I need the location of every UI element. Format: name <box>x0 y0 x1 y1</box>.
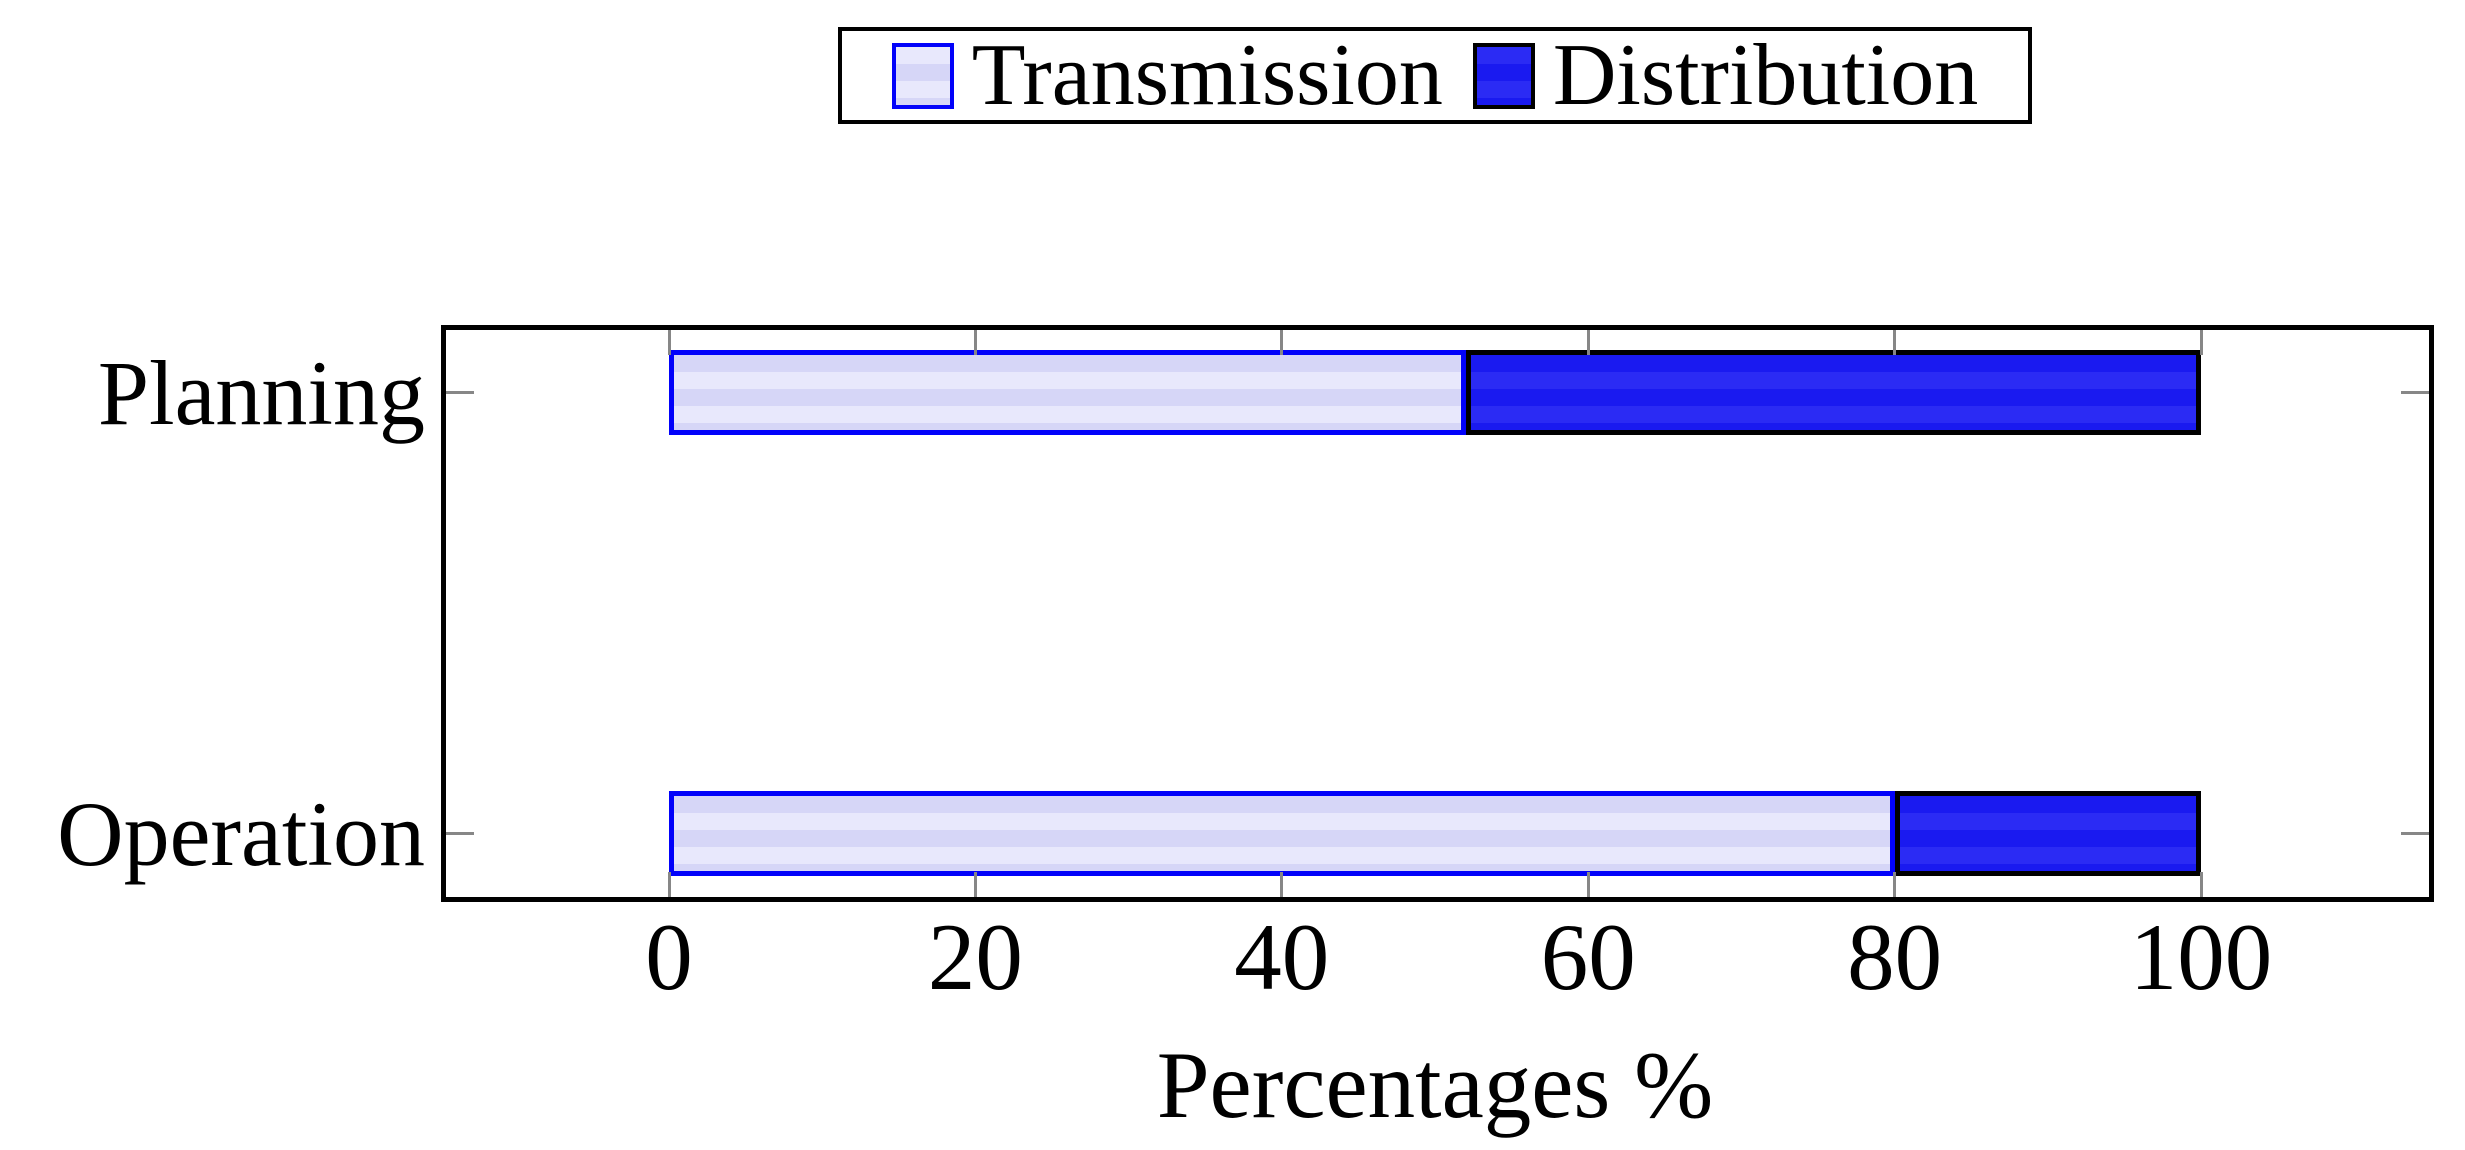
legend-label: Transmission <box>971 26 1443 124</box>
x-tick-bottom-40 <box>1280 872 1284 897</box>
bar-operation-distribution <box>1894 791 2201 876</box>
x-tick-top-60 <box>1586 330 1590 355</box>
transmission-swatch-icon <box>891 42 954 109</box>
x-tick-bottom-100 <box>2199 872 2203 897</box>
category-label-operation: Operation <box>57 782 425 885</box>
x-tick-top-20 <box>973 330 977 355</box>
distribution-swatch-icon <box>1472 42 1535 109</box>
x-tick-bottom-0 <box>667 872 671 897</box>
y-tick-right-operation <box>2401 832 2429 835</box>
x-tick-bottom-20 <box>973 872 977 897</box>
x-tick-top-100 <box>2199 330 2203 355</box>
category-label-planning: Planning <box>97 341 425 444</box>
x-tick-label-100: 100 <box>2129 904 2273 1010</box>
y-tick-right-planning <box>2401 391 2429 394</box>
bar-planning-transmission <box>669 350 1466 435</box>
legend-item-distribution: Distribution <box>1472 26 1979 124</box>
x-axis-title: Percentages % <box>1156 1032 1714 1138</box>
x-tick-top-0 <box>667 330 671 355</box>
x-tick-top-80 <box>1893 330 1897 355</box>
x-tick-top-40 <box>1280 330 1284 355</box>
y-tick-left-planning <box>446 391 474 394</box>
legend-item-transmission: Transmission <box>891 26 1443 124</box>
plot-area <box>441 325 2434 902</box>
y-tick-left-operation <box>446 832 474 835</box>
legend: Transmission Distribution <box>838 27 2032 124</box>
bar-planning-distribution <box>1465 350 2201 435</box>
x-tick-label-40: 40 <box>1234 904 1330 1010</box>
bar-operation-transmission <box>669 791 1895 876</box>
x-tick-label-20: 20 <box>927 904 1023 1010</box>
x-tick-bottom-60 <box>1586 872 1590 897</box>
x-tick-label-80: 80 <box>1847 904 1943 1010</box>
x-tick-label-0: 0 <box>645 904 693 1010</box>
x-tick-label-60: 60 <box>1540 904 1636 1010</box>
x-tick-bottom-80 <box>1893 872 1897 897</box>
legend-label: Distribution <box>1552 26 1979 124</box>
